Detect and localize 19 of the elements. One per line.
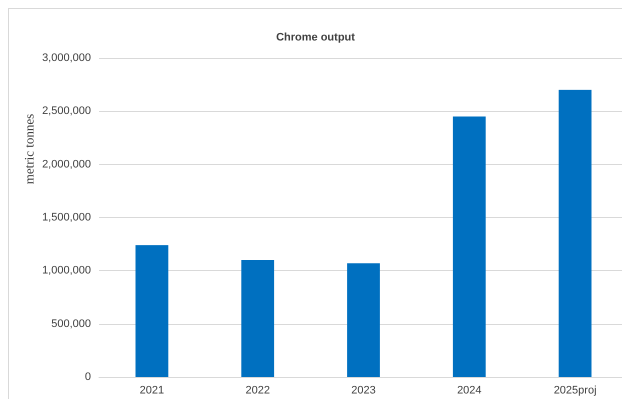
y-tick-label: 2,000,000	[42, 158, 91, 170]
y-tick-label: 1,000,000	[42, 264, 91, 277]
bar	[347, 263, 380, 377]
y-tick-label: 0	[84, 371, 91, 383]
bar	[136, 245, 168, 377]
bar	[241, 260, 274, 377]
x-tick-label: 2023	[351, 384, 376, 396]
y-tick-label: 2,500,000	[42, 105, 91, 118]
y-tick-label: 1,500,000	[42, 212, 91, 224]
bar	[452, 116, 486, 377]
x-tick-label: 2025proj	[554, 384, 597, 396]
x-tick-label: 2022	[245, 384, 270, 396]
chart-title: Chrome output	[276, 32, 356, 44]
bar	[558, 90, 592, 377]
x-tick-label: 2021	[140, 384, 164, 396]
x-tick-label: 2024	[457, 384, 482, 396]
y-axis-title: metric tonnes	[22, 114, 36, 184]
y-tick-label: 3,000,000	[42, 52, 91, 64]
y-tick-label: 500,000	[51, 318, 91, 330]
